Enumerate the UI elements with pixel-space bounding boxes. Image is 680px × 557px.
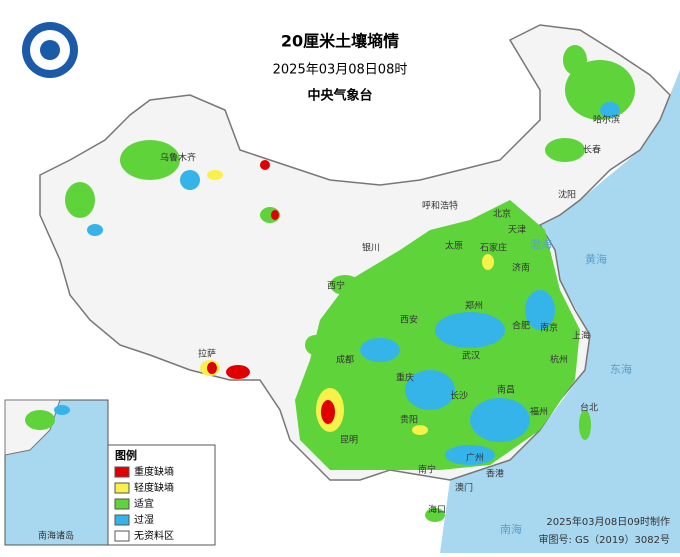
city: 拉萨 [198, 348, 216, 360]
city: 台北 [580, 402, 598, 414]
legend-swatch [114, 482, 130, 494]
city: 天津 [508, 225, 526, 236]
sea [440, 70, 680, 553]
inset-label: 南海诸岛 [38, 530, 74, 542]
city: 石家庄 [480, 242, 507, 254]
city: 贵阳 [400, 414, 418, 426]
city: 哈尔滨 [593, 114, 620, 126]
city: 香港 [486, 468, 504, 480]
city: 长沙 [450, 390, 468, 402]
city: 上海 [572, 330, 590, 342]
sea-label: 渤海 [530, 237, 552, 251]
legend-label: 过湿 [134, 513, 154, 526]
legend-swatch [114, 498, 130, 510]
city: 西安 [400, 314, 418, 326]
footer-made: 2025年03月08日09时制作 [546, 515, 670, 528]
city: 长春 [583, 144, 601, 156]
footer-review: 审图号: GS（2019）3082号 [538, 533, 670, 546]
issuer: 中央气象台 [307, 88, 372, 104]
legend-swatch [114, 466, 130, 478]
title: 20厘米土壤墒情 [281, 32, 399, 51]
city: 成都 [336, 354, 354, 366]
legend-label: 重度缺墒 [134, 465, 174, 478]
legend-label: 适宜 [134, 497, 154, 510]
city: 南昌 [497, 384, 515, 396]
city: 银川 [362, 242, 380, 254]
logo [22, 22, 78, 78]
soil-moisture-areas [65, 45, 635, 522]
sea-label: 黄海 [585, 252, 607, 266]
city: 济南 [512, 262, 530, 274]
city: 昆明 [340, 435, 358, 446]
city: 杭州 [550, 354, 568, 366]
city: 广州 [466, 452, 484, 464]
city: 武汉 [462, 350, 480, 362]
sea-label: 东海 [610, 362, 632, 376]
inset: 南海诸岛 [4, 399, 109, 546]
city: 南宁 [418, 464, 436, 476]
city: 太原 [445, 240, 463, 252]
city: 海口 [428, 504, 446, 516]
city: 南京 [540, 322, 558, 334]
city: 乌鲁木齐 [160, 152, 196, 164]
city: 合肥 [512, 320, 530, 332]
city: 西宁 [327, 280, 345, 292]
sea-label: 南海 [500, 522, 522, 536]
city: 北京 [493, 208, 511, 220]
city: 呼和浩特 [422, 200, 458, 212]
legend-title: 图例 [115, 448, 137, 462]
legend-swatch [114, 514, 130, 526]
legend-label: 轻度缺墒 [134, 481, 174, 494]
time: 2025年03月08日08时 [273, 63, 408, 78]
city: 澳门 [455, 482, 473, 494]
city: 郑州 [465, 300, 483, 312]
legend-label: 无资料区 [134, 529, 174, 542]
city: 福州 [530, 406, 548, 418]
city-labels: 乌鲁木齐 拉萨 西宁 银川 呼和浩特 北京 天津 石家庄 太原 济南 西安 郑州… [160, 114, 620, 516]
city: 沈阳 [558, 189, 576, 201]
city: 重庆 [396, 372, 414, 384]
legend-swatch [114, 530, 130, 542]
